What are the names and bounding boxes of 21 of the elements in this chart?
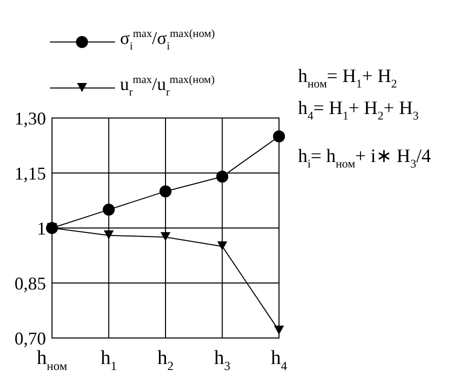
x-tick-label: h$_{ном}$ [36, 347, 68, 373]
y-tick-label: 1,15 [14, 163, 46, 184]
text: h$_{i}$= h$_{ном}$+ i∗ H$_{3}$/4 [298, 146, 432, 171]
x-tick-label: h$_{2}$ [157, 347, 174, 373]
x-tick-label: h$_{1}$ [100, 347, 117, 373]
x-tick-label: h$_{3}$ [214, 347, 230, 373]
y-tick-label: 0,70 [14, 328, 46, 348]
point [102, 204, 115, 216]
y-tick-label: 0,85 [14, 273, 46, 294]
point [104, 230, 114, 240]
point [216, 170, 228, 183]
point [273, 130, 285, 142]
point [160, 185, 172, 198]
y-tick-label: 1,30 [14, 108, 46, 128]
point [274, 326, 284, 335]
y-tick-label: 1 [37, 218, 46, 238]
text: h$_{ном}$= H$_{1}$+ H$_{2}$ [298, 66, 398, 91]
x-tick-label: h$_{4}$ [270, 347, 288, 373]
text: h$_{4}$= H$_{1}$+ H$_{2}$+ H$_{3}$ [298, 98, 419, 123]
point [160, 232, 170, 242]
point [217, 241, 228, 250]
